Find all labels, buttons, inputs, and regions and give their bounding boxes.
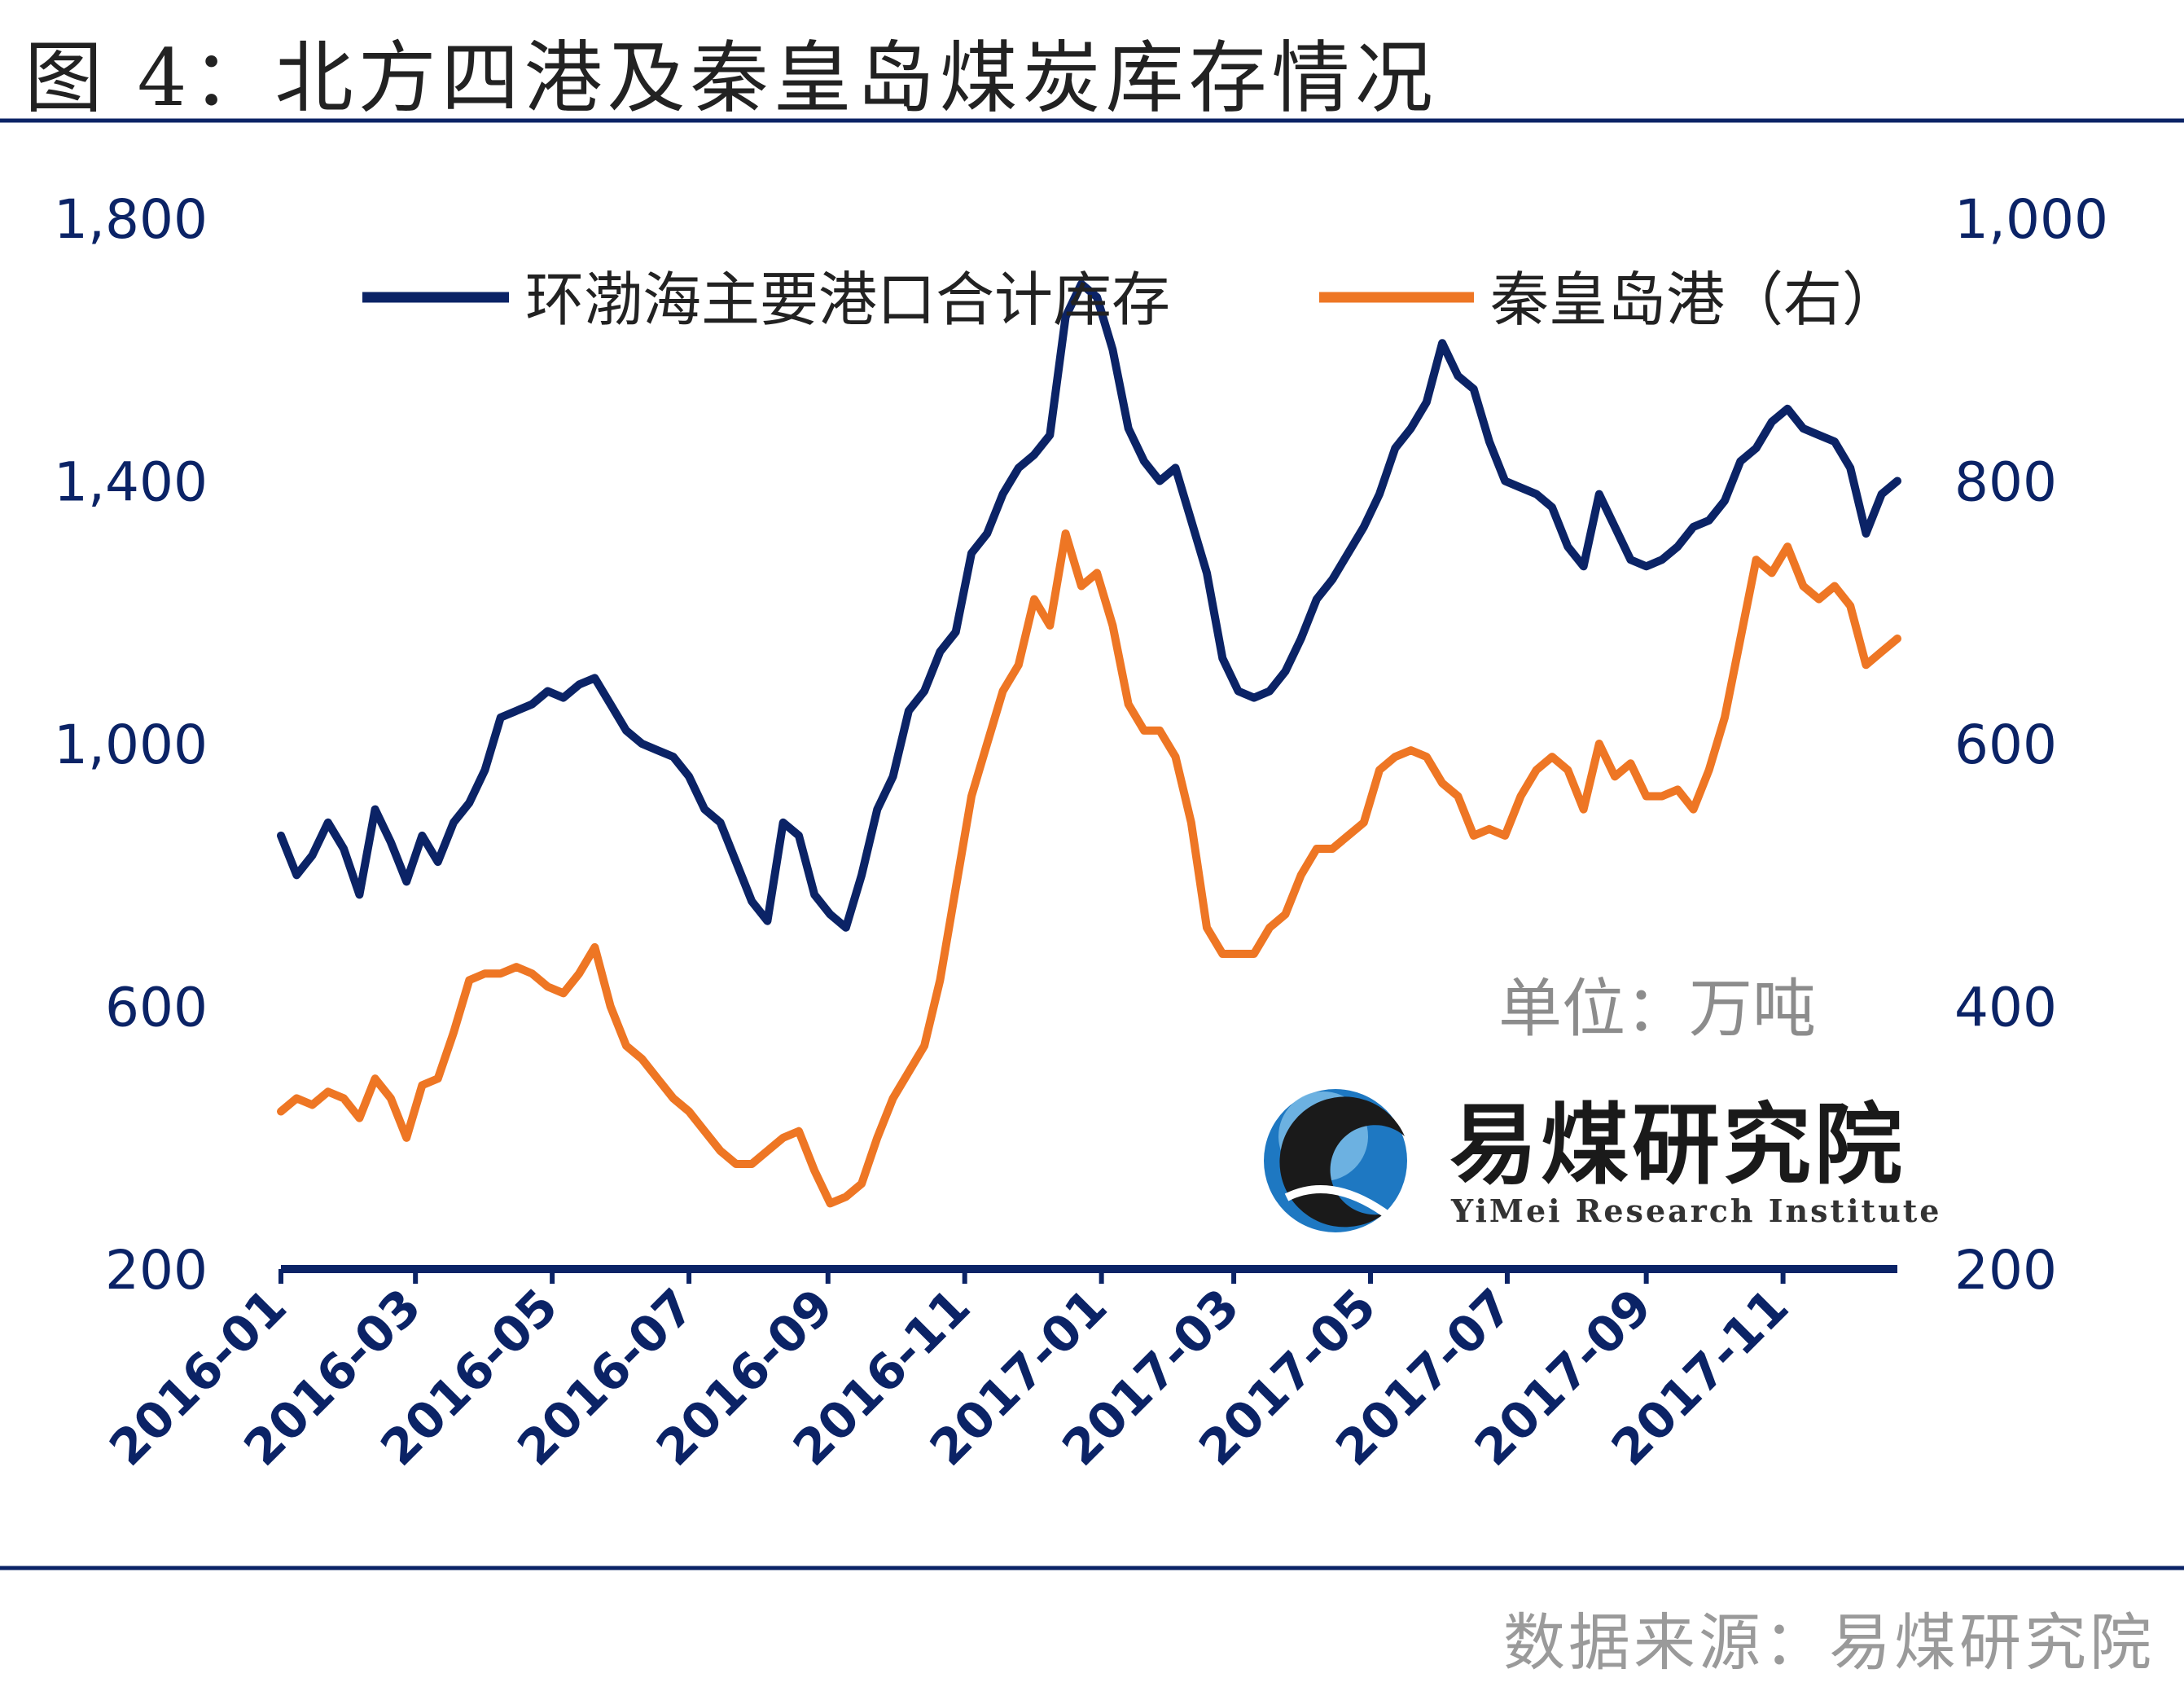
- left-tick-label: 1,000: [54, 714, 208, 776]
- legend-label-left-series: 环渤海主要港口合计库存: [525, 266, 1170, 334]
- series-line-qinhuangdao: [277, 529, 1901, 1208]
- right-tick-label: 200: [1954, 1239, 2057, 1302]
- unit-label: 单位：万吨: [1498, 973, 1816, 1046]
- figure-title: 图 4：北方四港及秦皇岛煤炭库存情况: [24, 33, 1438, 124]
- series-lines: [277, 279, 1901, 1208]
- right-tick-label: 800: [1954, 451, 2057, 514]
- series-line-bohai-total: [277, 279, 1901, 932]
- right-axis-ticks: 200 400 600 800 1,000: [1954, 188, 2108, 1302]
- left-tick-label: 600: [105, 977, 208, 1039]
- yimei-logo-icon: [1264, 1089, 1407, 1232]
- right-tick-label: 1,000: [1954, 188, 2108, 251]
- right-tick-label: 400: [1954, 977, 2057, 1039]
- right-tick-label: 600: [1954, 714, 2057, 776]
- left-axis-ticks: 200 600 1,000 1,400 1,800: [54, 188, 208, 1302]
- logo-name-cn: 易煤研究院: [1449, 1095, 1906, 1197]
- x-axis: 2016-012016-032016-052016-072016-092016-…: [99, 1265, 1897, 1477]
- left-tick-label: 1,400: [54, 451, 208, 514]
- legend-label-right-series: 秦皇岛港（右）: [1490, 266, 1901, 334]
- left-tick-label: 1,800: [54, 188, 208, 251]
- left-tick-label: 200: [105, 1239, 208, 1302]
- legend: 环渤海主要港口合计库存 秦皇岛港（右）: [362, 266, 1901, 334]
- source-line: 数据来源：易煤研究院: [1503, 1606, 2155, 1679]
- logo: 易煤研究院 YiMei Research Institute: [1264, 1089, 1941, 1232]
- logo-name-en: YiMei Research Institute: [1450, 1192, 1941, 1229]
